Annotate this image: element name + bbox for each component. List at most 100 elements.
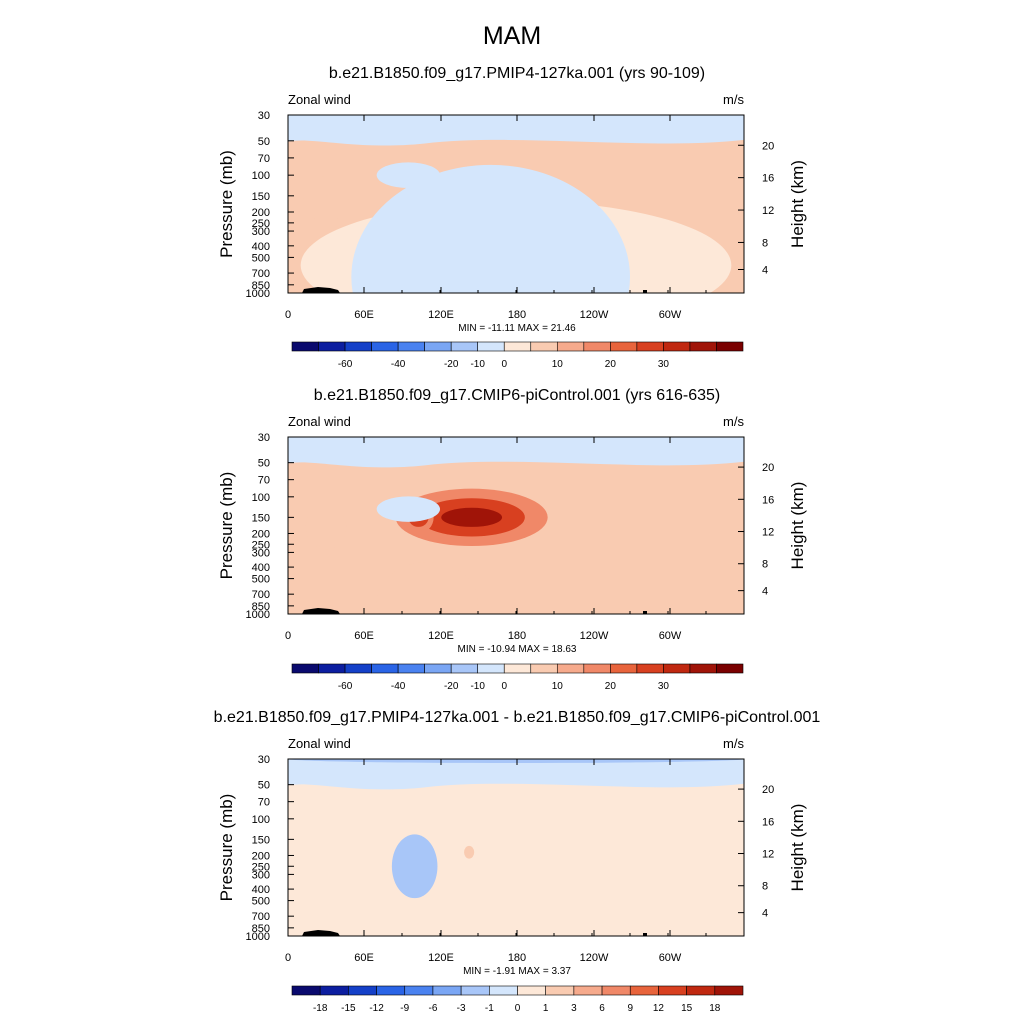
y-tick-label: 1000 xyxy=(246,931,270,943)
y-axis-label: Pressure (mb) xyxy=(217,150,236,258)
contour-region-3 xyxy=(441,507,503,527)
y-tick-label: 100 xyxy=(252,492,270,504)
topography-andes xyxy=(643,933,647,936)
min-max-stats: MIN = -11.11 MAX = 21.46 xyxy=(458,323,576,334)
figure-title: MAM xyxy=(483,22,541,50)
colorbar-label: 0 xyxy=(515,1003,521,1014)
y-tick-label: 70 xyxy=(258,797,270,809)
colorbar-swatch xyxy=(371,341,399,352)
colorbar-swatch xyxy=(530,663,558,674)
contour-region-4 xyxy=(391,834,438,899)
colorbar-swatch xyxy=(610,663,638,674)
contour-region-3 xyxy=(464,845,475,859)
y-tick-label: 400 xyxy=(252,241,270,253)
colorbar-swatch xyxy=(610,341,638,352)
y-right-tick-label: 20 xyxy=(762,784,774,796)
y-tick-label: 700 xyxy=(252,589,270,601)
colorbar-swatch xyxy=(503,663,532,674)
colorbar-swatch xyxy=(636,663,664,674)
colorbar-label: 12 xyxy=(653,1003,665,1014)
colorbar-label: -40 xyxy=(391,681,406,692)
y-right-tick-label: 12 xyxy=(762,849,774,861)
x-tick-label: 60W xyxy=(659,952,682,964)
colorbar-swatch xyxy=(371,663,399,674)
colorbar-swatch xyxy=(291,985,321,996)
colorbar-swatch xyxy=(424,341,452,352)
y-right-tick-label: 4 xyxy=(762,265,768,277)
x-tick-label: 60E xyxy=(354,952,374,964)
y-tick-label: 400 xyxy=(252,562,270,574)
y-tick-label: 700 xyxy=(252,268,270,280)
contour-region-10 xyxy=(326,115,706,119)
y-right-tick-label: 16 xyxy=(762,816,774,828)
colorbar-swatch xyxy=(450,663,479,674)
y-right-tick-label: 4 xyxy=(762,586,768,598)
y-tick-label: 150 xyxy=(252,834,270,846)
colorbar-label: -3 xyxy=(457,1003,466,1014)
stratosphere-band xyxy=(288,115,744,146)
topography-andes xyxy=(643,611,647,614)
colorbar-swatch xyxy=(344,663,372,674)
colorbar-label: -6 xyxy=(428,1003,437,1014)
colorbar-label: 20 xyxy=(605,359,617,370)
y-tick-label: 30 xyxy=(258,110,270,122)
y-tick-label: 250 xyxy=(252,218,270,230)
x-tick-label: 180 xyxy=(508,630,526,642)
y-right-tick-label: 12 xyxy=(762,527,774,539)
topography-africa xyxy=(302,287,340,293)
topography-africa xyxy=(302,930,340,936)
x-tick-label: 0 xyxy=(285,952,291,964)
y-tick-label: 250 xyxy=(252,861,270,873)
y-right-tick-label: 4 xyxy=(762,908,768,920)
panel-title: b.e21.B1850.f09_g17.CMIP6-piControl.001 … xyxy=(314,387,720,404)
colorbar-swatch xyxy=(629,985,659,996)
y-tick-label: 50 xyxy=(258,458,270,470)
y-right-tick-label: 20 xyxy=(762,140,774,152)
y-tick-label: 150 xyxy=(252,512,270,524)
panel-left-label: Zonal wind xyxy=(288,736,351,751)
y-right-axis-label: Height (km) xyxy=(788,482,807,570)
y-tick-label: 500 xyxy=(252,252,270,264)
colorbar-swatch xyxy=(658,985,687,996)
min-max-stats: MIN = -10.94 MAX = 18.63 xyxy=(458,644,577,655)
colorbar-label: -12 xyxy=(369,1003,384,1014)
y-tick-label: 250 xyxy=(252,539,270,551)
colorbar-swatch xyxy=(556,663,585,674)
contour-region-9 xyxy=(326,437,706,441)
colorbar-label: 30 xyxy=(658,359,670,370)
x-tick-label: 60W xyxy=(659,630,682,642)
colorbar-swatch xyxy=(397,341,425,352)
colorbar-label: -10 xyxy=(470,681,485,692)
colorbar-swatch xyxy=(583,663,611,674)
y-tick-label: 300 xyxy=(252,869,270,881)
y-tick-label: 1000 xyxy=(246,288,270,300)
colorbar-swatch xyxy=(689,341,717,352)
colorbar-swatch xyxy=(686,985,716,996)
colorbar-swatch xyxy=(636,341,664,352)
colorbar-label: 18 xyxy=(709,1003,721,1014)
colorbar: -60 -40 -20 -10 0 10 20 30 xyxy=(291,341,744,370)
y-tick-label: 100 xyxy=(252,814,270,826)
colorbar-swatch xyxy=(376,985,406,996)
colorbar-label: 10 xyxy=(552,681,564,692)
colorbar-label: 10 xyxy=(552,359,564,370)
y-tick-label: 1000 xyxy=(246,609,270,621)
colorbar-swatch xyxy=(489,985,518,996)
y-tick-label: 300 xyxy=(252,226,270,238)
colorbar-swatch xyxy=(348,985,377,996)
colorbar-swatch xyxy=(573,985,603,996)
colorbar-swatch xyxy=(432,985,462,996)
colorbar-label: -18 xyxy=(313,1003,328,1014)
colorbar-label: 3 xyxy=(571,1003,577,1014)
y-right-axis-label: Height (km) xyxy=(788,804,807,892)
colorbar-swatch xyxy=(291,341,319,352)
y-axis-label: Pressure (mb) xyxy=(217,472,236,580)
colorbar-swatch xyxy=(530,341,558,352)
colorbar-swatch xyxy=(714,985,744,996)
colorbar-label: 9 xyxy=(627,1003,633,1014)
colorbar-label: -1 xyxy=(485,1003,494,1014)
stratosphere-band xyxy=(288,437,744,468)
colorbar-label: 6 xyxy=(599,1003,605,1014)
contour-region-5 xyxy=(288,759,744,763)
contour-region-12 xyxy=(351,164,630,293)
